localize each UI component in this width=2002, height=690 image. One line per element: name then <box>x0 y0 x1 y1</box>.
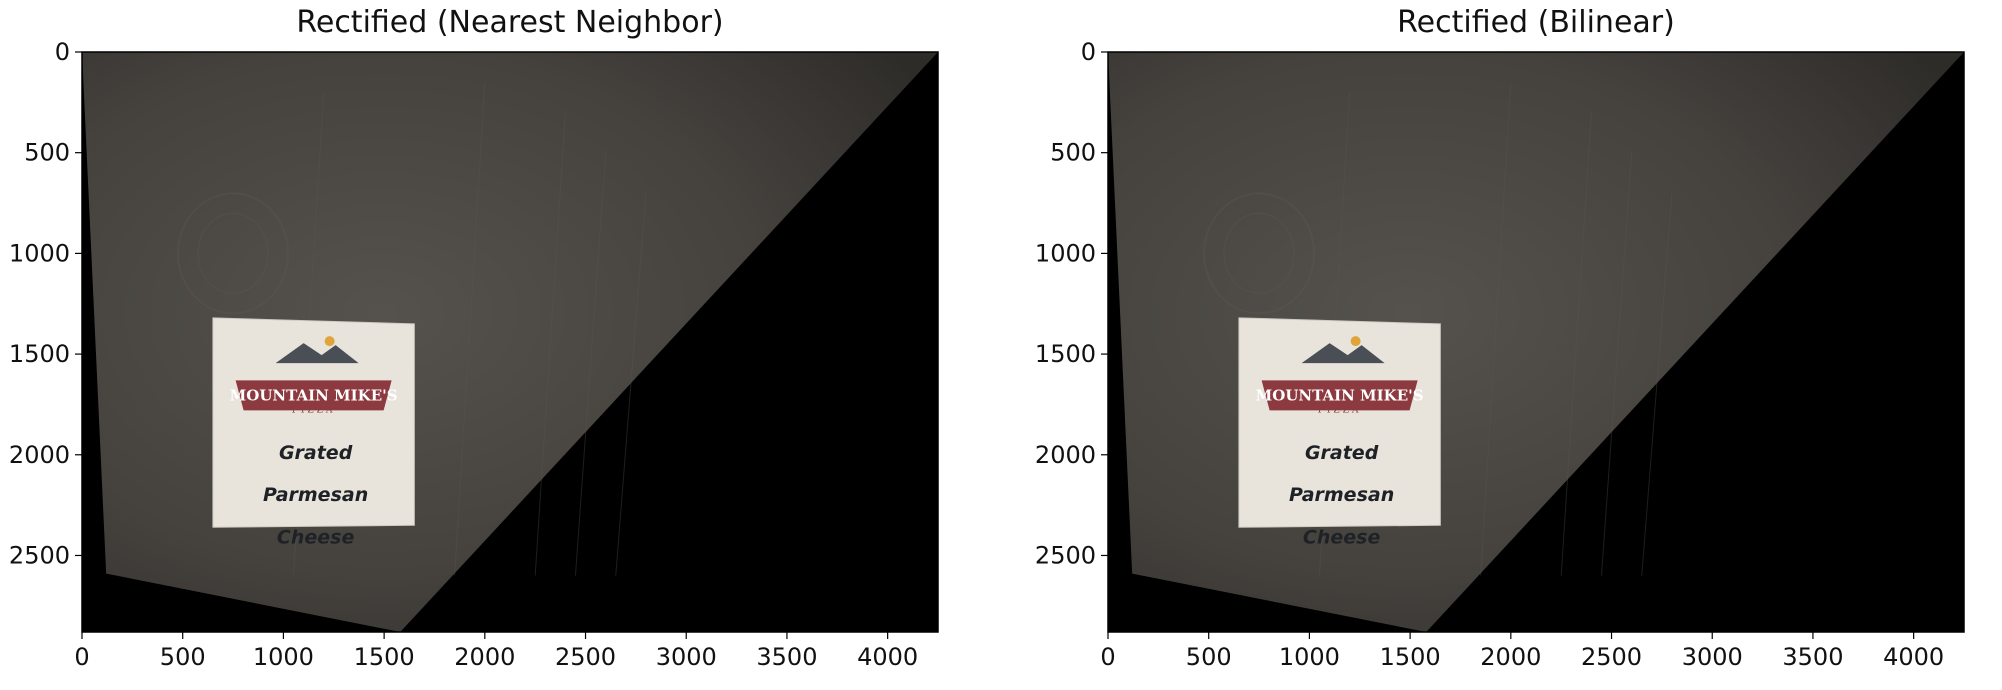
y-tick-label: 1500 <box>9 340 70 368</box>
wood-grain-line <box>454 82 486 576</box>
x-tick-label: 2000 <box>1480 643 1541 671</box>
x-tick-label: 0 <box>1100 643 1115 671</box>
packet-text-line: Cheese <box>1303 526 1381 548</box>
sun-icon <box>1350 336 1361 347</box>
cheese-packet <box>1238 317 1441 528</box>
x-axis: 0 500 1000 1500 2000 2500 3000 3500 4000 <box>1100 632 1944 671</box>
x-tick-label: 1500 <box>354 643 415 671</box>
x-tick-label: 500 <box>160 643 206 671</box>
brand-name: MOUNTAIN MIKE'S <box>1256 386 1424 404</box>
wood-knot <box>197 212 269 295</box>
x-tick-label: 1000 <box>1279 643 1340 671</box>
brand-sub: PIZZA <box>1318 405 1362 415</box>
y-tick-label: 2000 <box>1035 441 1096 469</box>
x-tick-label: 2500 <box>555 643 616 671</box>
wood-knot <box>177 192 290 315</box>
y-tick-label: 1500 <box>1035 340 1096 368</box>
wood-grain-line <box>615 192 647 576</box>
x-tick-label: 3500 <box>1782 643 1843 671</box>
y-tick-label: 0 <box>55 38 70 66</box>
axes-frame <box>1107 51 1965 633</box>
y-tick-label: 0 <box>1081 38 1096 66</box>
y-tick-label: 1000 <box>1035 239 1096 267</box>
x-tick-label: 0 <box>74 643 89 671</box>
mountain-logo-icon <box>275 343 359 364</box>
y-axis: 0 500 1000 1500 2000 2500 <box>1035 38 1108 569</box>
x-tick-label: 2500 <box>1581 643 1642 671</box>
wood-grain-line <box>574 152 607 576</box>
subplot-nearest-neighbor: Rectified (Nearest Neighbor) MOUNTAIN MI… <box>9 5 939 671</box>
chart-title: Rectified (Nearest Neighbor) <box>296 5 723 40</box>
y-axis: 0 500 1000 1500 2000 2500 <box>9 38 82 569</box>
wood-grain-line <box>1560 112 1592 576</box>
brand-name: MOUNTAIN MIKE'S <box>230 386 398 404</box>
y-tick-label: 500 <box>1050 139 1096 167</box>
x-tick-label: 2000 <box>454 643 515 671</box>
packet-text-line: Parmesan <box>263 484 368 506</box>
y-tick-label: 2500 <box>9 541 70 569</box>
wood-grain-line <box>1600 152 1633 576</box>
brand-sub: PIZZA <box>292 405 336 415</box>
x-tick-label: 4000 <box>1883 643 1944 671</box>
y-tick-label: 500 <box>24 139 70 167</box>
y-tick-label: 2500 <box>1035 541 1096 569</box>
x-tick-label: 3500 <box>756 643 817 671</box>
packet-text-line: Grated <box>1305 442 1379 464</box>
subplot-bilinear: Rectified (Bilinear) MOUNTAIN MIKE'SPIZZ… <box>1035 5 1965 671</box>
wood-grain-line <box>1641 192 1673 576</box>
axes-frame <box>81 51 939 633</box>
wood-grain-line <box>1480 82 1512 576</box>
y-tick-label: 2000 <box>9 441 70 469</box>
x-tick-label: 1000 <box>253 643 314 671</box>
y-tick-label: 1000 <box>9 239 70 267</box>
packet-text-line: Parmesan <box>1289 484 1394 506</box>
wood-knot <box>1223 212 1295 295</box>
x-tick-label: 1500 <box>1380 643 1441 671</box>
x-tick-label: 3000 <box>656 643 717 671</box>
packet-text-line: Cheese <box>277 526 355 548</box>
x-tick-label: 3000 <box>1682 643 1743 671</box>
x-tick-label: 4000 <box>857 643 918 671</box>
brand-banner <box>235 380 392 411</box>
sun-icon <box>324 336 335 347</box>
wood-knot <box>1203 192 1316 315</box>
x-axis: 0 500 1000 1500 2000 2500 3000 3500 4000 <box>74 632 918 671</box>
brand-banner <box>1261 380 1418 411</box>
x-tick-label: 500 <box>1186 643 1232 671</box>
packet-text-line: Grated <box>279 442 353 464</box>
mountain-logo-icon <box>1301 343 1385 364</box>
cheese-packet <box>212 317 415 528</box>
wood-grain-line <box>534 112 566 576</box>
chart-title: Rectified (Bilinear) <box>1397 5 1675 40</box>
